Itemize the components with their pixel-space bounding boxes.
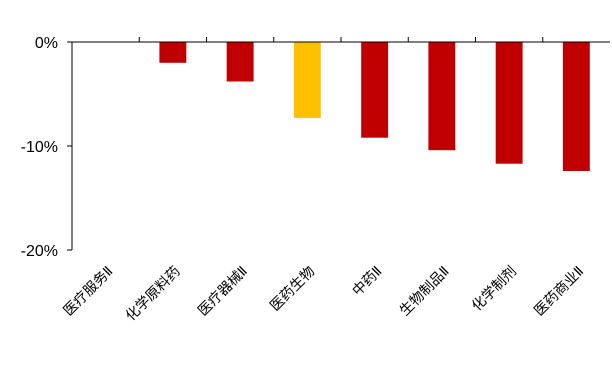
- y-axis: 0% -10% -20%: [21, 35, 73, 260]
- bars: [159, 42, 590, 171]
- bar: [495, 42, 523, 164]
- bar: [293, 42, 321, 118]
- y-tick-label: -10%: [21, 139, 58, 156]
- category-labels: 医疗服务Ⅱ 化学原料药 医疗器械Ⅱ 医药生物 中药Ⅱ 生物制品Ⅱ 化学制剂 医药商业Ⅱ: [61, 264, 588, 325]
- x-tick-label: 医疗服务Ⅱ: [61, 264, 117, 320]
- x-tick-label: 化学制剂: [469, 264, 520, 315]
- x-tick-label: 医药生物: [267, 264, 318, 315]
- bar: [226, 42, 254, 82]
- x-tick-label: 医药商业Ⅱ: [531, 264, 587, 320]
- x-tick-label: 化学原料药: [123, 264, 184, 325]
- x-tick-label: 医疗器械Ⅱ: [195, 264, 251, 320]
- x-tick-label: 生物制品Ⅱ: [397, 264, 453, 320]
- bar: [428, 42, 456, 151]
- bar: [361, 42, 389, 138]
- x-axis: [72, 37, 610, 43]
- y-tick-label: 0%: [35, 35, 58, 52]
- y-tick-label: -20%: [21, 243, 58, 260]
- x-tick-label: 中药Ⅱ: [349, 264, 385, 300]
- bar: [159, 42, 187, 63]
- bar: [562, 42, 590, 171]
